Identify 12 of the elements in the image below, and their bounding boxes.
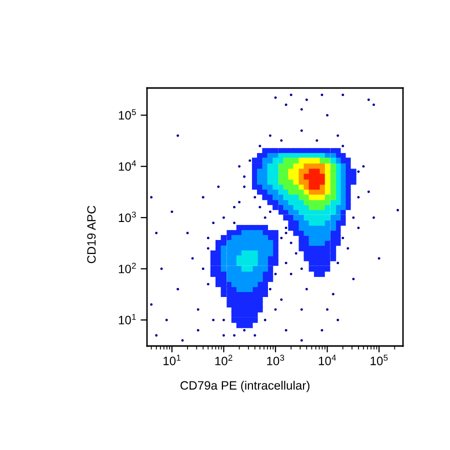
x-tick-label: 10$^{3}$ (267, 354, 284, 366)
y-tick-label: 10$^{2}$ (118, 262, 136, 274)
x-tick-label: 10$^{1}$ (164, 354, 180, 366)
y-tick-label: 10$^{4}$ (118, 160, 136, 171)
y-tick-label: 10$^{3}$ (118, 212, 136, 222)
y-tick-label: 10$^{1}$ (118, 314, 136, 324)
x-tick-label: 10$^{2}$ (215, 354, 232, 366)
x-tick-label: 10$^{5}$ (370, 354, 388, 366)
y-tick-label: 10$^{5}$ (118, 109, 136, 120)
y-axis-title: CD19 APC (87, 206, 96, 264)
x-axis-title: CD79a PE (intracellular) (180, 380, 310, 392)
x-tick-label: 10$^{4}$ (318, 354, 336, 366)
